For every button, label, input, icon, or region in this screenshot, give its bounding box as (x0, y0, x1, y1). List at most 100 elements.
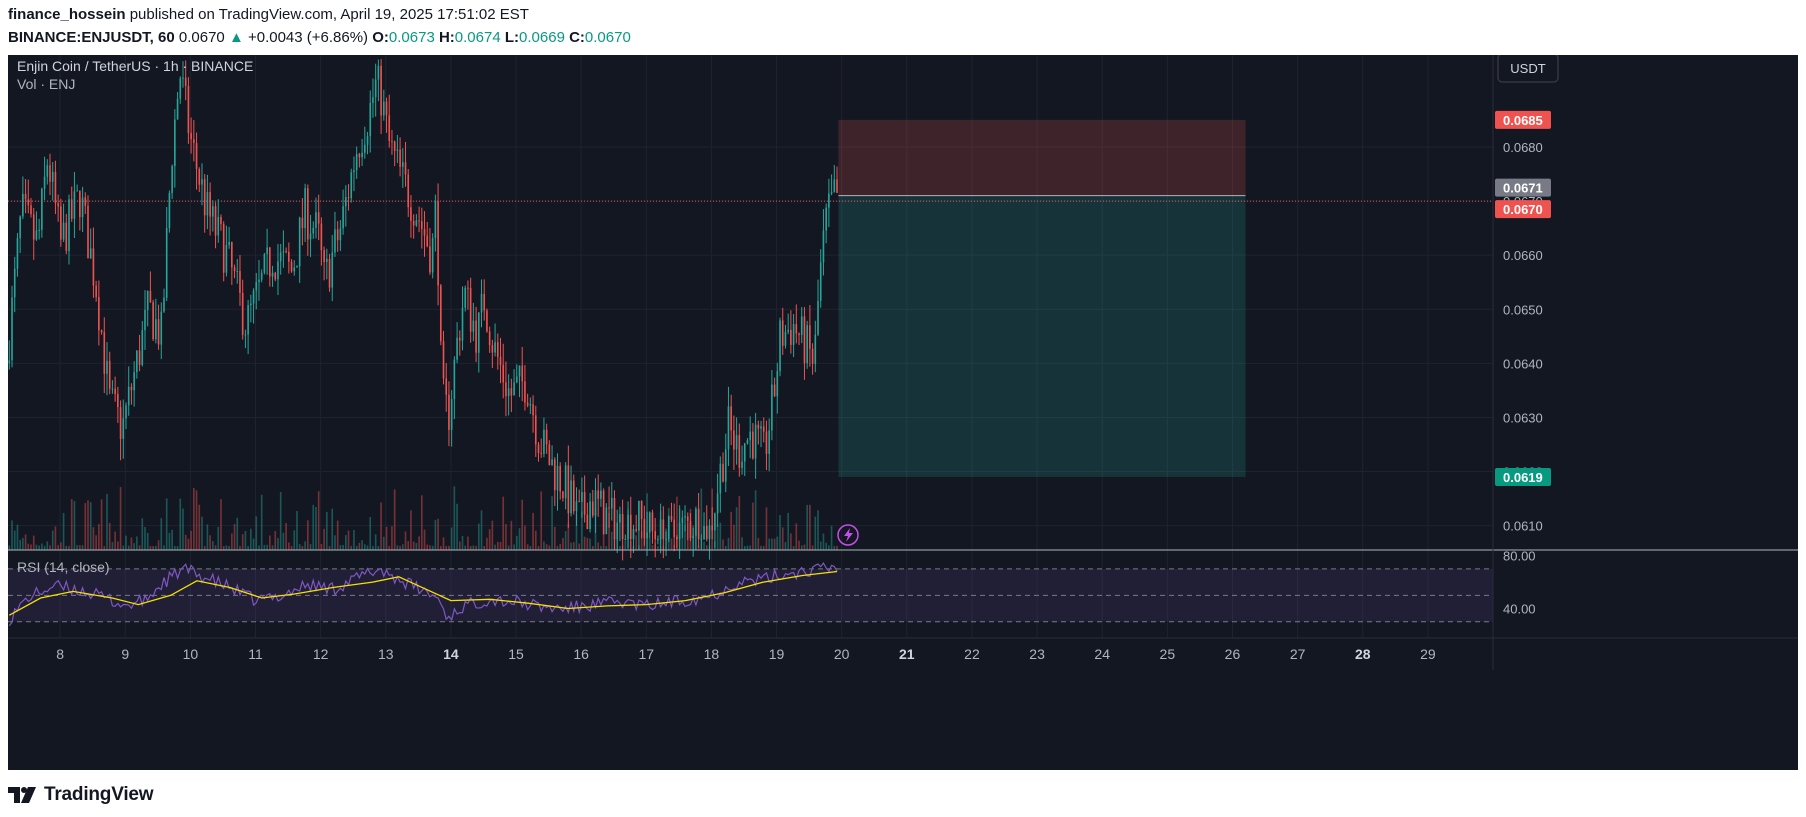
time-tick-label: 21 (899, 646, 915, 662)
time-tick-label: 15 (508, 646, 524, 662)
volume-bar (434, 520, 437, 550)
volume-bar (320, 543, 323, 550)
candle-body (22, 193, 24, 217)
volume-bar (540, 491, 543, 550)
stop-loss-zone[interactable] (838, 119, 1246, 196)
candle-body (629, 514, 632, 540)
volume-bar (822, 533, 825, 550)
candle-body (315, 212, 317, 228)
symbol-label: BINANCE:ENJUSDT, 60 (8, 29, 175, 46)
volume-bar (236, 517, 239, 550)
volume-bar (225, 545, 228, 550)
alert-marker[interactable] (837, 524, 859, 546)
rsi-ma-line (8, 570, 838, 616)
volume-bar (271, 545, 274, 550)
candle-body (258, 279, 260, 283)
volume-bar (339, 545, 342, 550)
candle-body (155, 319, 157, 340)
take-profit-zone[interactable] (838, 195, 1246, 477)
volume-bar (836, 545, 838, 550)
volume-bar (515, 535, 518, 550)
candle-body (727, 406, 730, 450)
candles (8, 59, 838, 561)
candle-body (483, 293, 486, 311)
published-text: published on TradingView.com, April 19, … (129, 6, 529, 23)
volume-bar (81, 545, 84, 550)
candle-body (304, 188, 306, 229)
candle-body (138, 350, 141, 365)
candle-body (285, 251, 287, 253)
candle-body (719, 463, 722, 494)
volume-bar (206, 524, 209, 550)
volume-bar (426, 544, 429, 550)
tradingview-logo-icon (8, 787, 36, 803)
price-badge-label: 0.0685 (1503, 113, 1543, 128)
volume-bar (165, 498, 168, 550)
publish-info: finance_hossein published on TradingView… (8, 6, 529, 23)
volume-bar (16, 524, 19, 550)
candle-body (678, 523, 681, 540)
rsi-axis[interactable]: 80.00 40.00 (1503, 549, 1536, 617)
candle-body (453, 359, 456, 399)
volume-bar (244, 531, 247, 550)
chart-area[interactable]: Enjin Coin / TetherUS · 1h · BINANCE Vol… (8, 55, 1798, 770)
volume-bar (187, 538, 190, 550)
price-chart[interactable]: Enjin Coin / TetherUS · 1h · BINANCE Vol… (8, 55, 1798, 770)
candle-body (160, 311, 163, 345)
candle-body (572, 480, 575, 512)
candle-body (214, 206, 217, 236)
candle-body (32, 214, 35, 240)
volume-bar (65, 545, 68, 550)
price-tick-label: 0.0610 (1503, 519, 1543, 534)
volume-bar (184, 534, 187, 550)
volume-bar (277, 538, 279, 550)
candle-body (496, 342, 499, 357)
volume-bar (30, 544, 32, 550)
author-name[interactable]: finance_hossein (8, 6, 126, 23)
candle-body (288, 251, 290, 262)
candle-body (65, 222, 68, 251)
volume-bar (730, 511, 732, 550)
candle-body (643, 519, 646, 539)
price-badge-last (1495, 200, 1551, 219)
time-tick-label: 25 (1160, 646, 1176, 662)
time-tick-label: 16 (573, 646, 589, 662)
candle-body (477, 312, 480, 353)
candle-body (648, 512, 651, 533)
candle-body (317, 212, 320, 224)
volume-bar (98, 524, 100, 550)
candle-body (600, 490, 602, 499)
price-labels: 0.0685 0.0671 0.0670 0.0619 (1495, 110, 1551, 486)
volume-bar (581, 511, 583, 550)
candle-body (98, 297, 100, 331)
candle-body (689, 521, 692, 538)
candle-body (480, 293, 483, 313)
candle-body (768, 430, 770, 454)
position-tool[interactable] (838, 119, 1246, 477)
candle-body (589, 501, 591, 530)
candle-body (760, 426, 762, 429)
candle-body (30, 205, 32, 215)
time-tick-label: 8 (56, 646, 64, 662)
time-axis[interactable]: 8 9 10 11 12 13 14 15 16 17 18 19 20 21 22 23 24 25 26 27 28… (56, 646, 1436, 662)
candle-body (513, 382, 515, 396)
candle-body (733, 430, 735, 450)
volume-bar (562, 538, 564, 550)
candle-body (551, 459, 553, 466)
candle-body (51, 171, 54, 182)
volume-bar (108, 522, 111, 550)
volume-bar (51, 530, 54, 550)
volume-bar (809, 504, 811, 550)
volume-bar (510, 520, 513, 550)
candle-body (277, 261, 279, 280)
volume-bar (388, 545, 391, 550)
currency-button[interactable]: USDT (1497, 55, 1559, 83)
candle-body (320, 223, 323, 251)
price-axis[interactable]: 0.0680 0.0670 0.0660 0.0650 0.0640 0.0630 0.06… (1503, 140, 1543, 534)
candle-body (309, 233, 312, 240)
low-value: 0.0669 (519, 29, 565, 46)
candle-body (431, 238, 434, 273)
candle-body (24, 193, 27, 200)
volume-bar (741, 537, 743, 550)
volume-bar (228, 545, 230, 550)
